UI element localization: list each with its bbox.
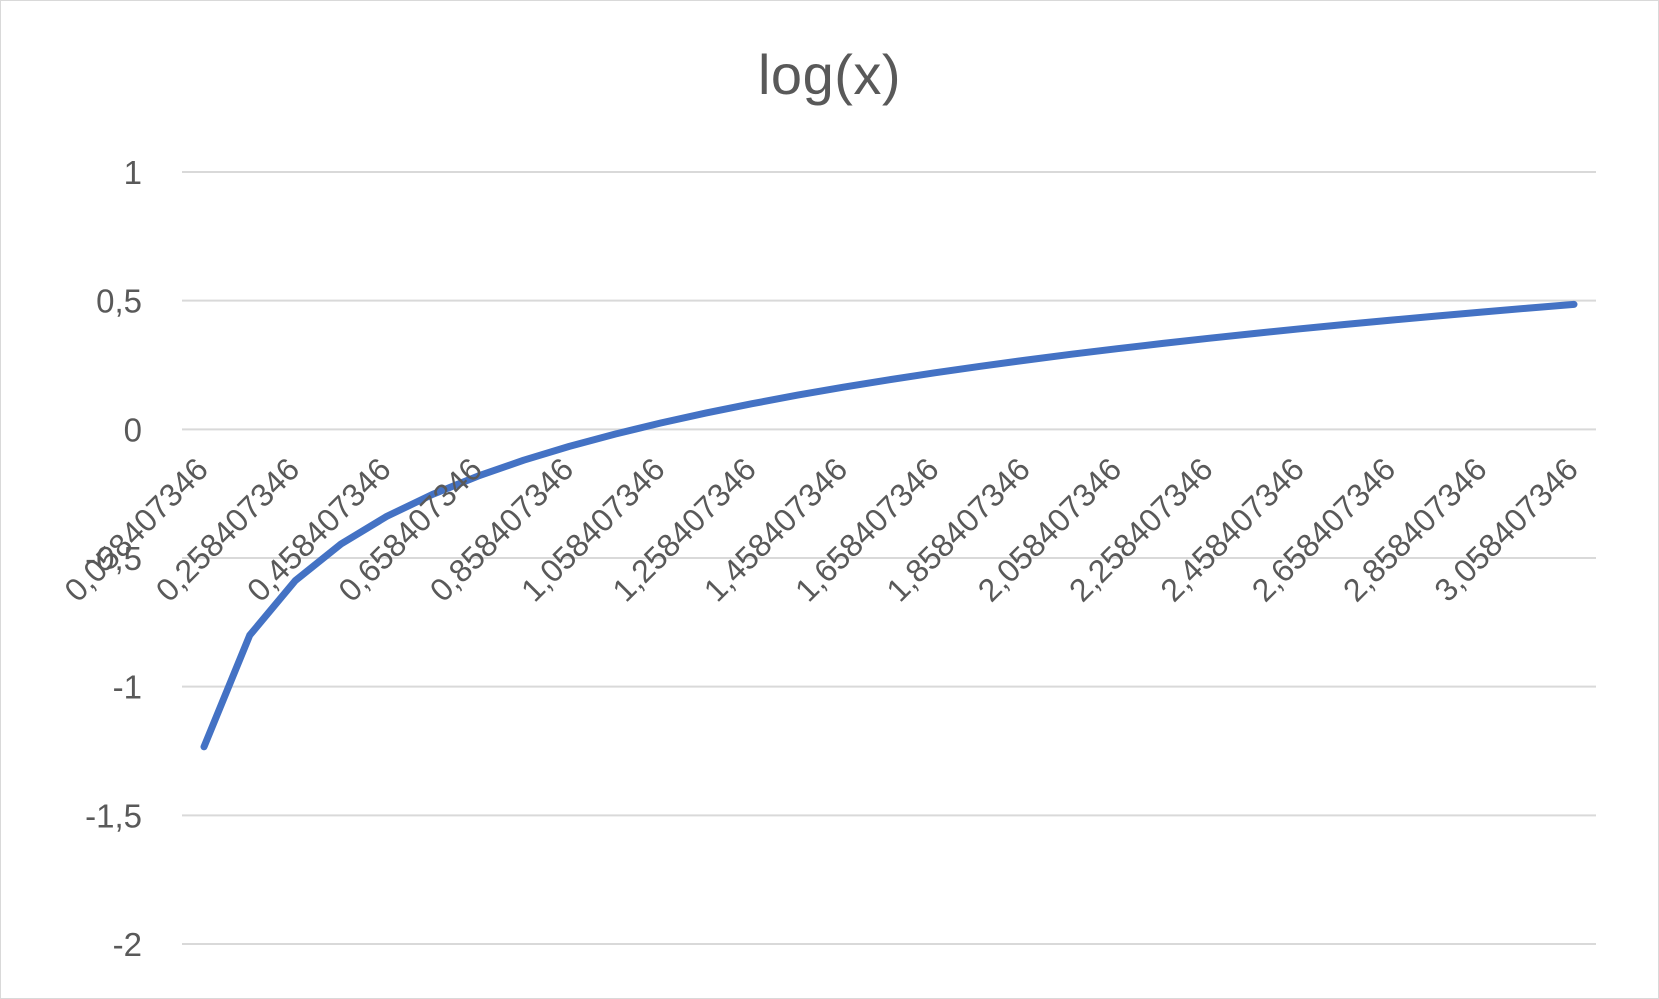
y-tick-label: -1,5 <box>85 797 142 834</box>
y-tick-label: -1 <box>113 669 142 706</box>
chart-title: log(x) <box>757 43 902 106</box>
y-tick-label: -0,5 <box>85 540 142 577</box>
y-tick-label: 0 <box>124 411 142 448</box>
y-tick-label: 0,5 <box>96 283 142 320</box>
y-tick-label: -2 <box>113 926 142 963</box>
y-tick-label: 1 <box>124 154 142 191</box>
series-line <box>200 300 1578 751</box>
